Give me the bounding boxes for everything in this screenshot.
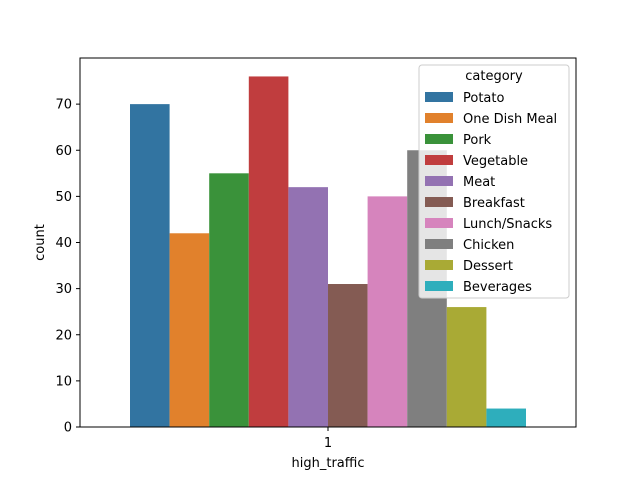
bar-lunch-snacks xyxy=(367,196,408,427)
bar-pork xyxy=(209,173,249,427)
y-tick-label: 20 xyxy=(55,328,72,343)
y-tick-label: 10 xyxy=(55,374,72,389)
y-tick-label: 60 xyxy=(55,144,72,159)
legend-title: category xyxy=(465,69,523,84)
legend-swatch xyxy=(425,155,453,165)
bar-potato xyxy=(130,104,170,427)
bar-vegetable xyxy=(248,76,289,427)
bar-one-dish-meal xyxy=(169,233,210,427)
legend-items: Potato One Dish Meal Pork Vegetable Meat Brea… xyxy=(425,91,557,295)
x-tick-label: 1 xyxy=(324,436,332,451)
x-axis-label: high_traffic xyxy=(292,456,365,471)
legend-swatch xyxy=(425,218,453,228)
legend-label: Chicken xyxy=(463,238,514,253)
legend-label: Beverages xyxy=(463,280,532,295)
legend: category Potato One Dish Meal Pork Vegetabl… xyxy=(418,64,570,299)
bar-beverages xyxy=(486,408,526,427)
legend-box xyxy=(418,64,570,299)
legend-swatch xyxy=(425,260,453,270)
legend-swatch xyxy=(425,197,453,207)
bar-breakfast xyxy=(328,284,368,427)
legend-label: Lunch/Snacks xyxy=(463,217,552,232)
legend-swatch xyxy=(425,134,453,144)
y-axis-ticks: 0 10 20 30 40 50 60 70 xyxy=(55,98,80,436)
y-axis-label: count xyxy=(33,224,48,261)
legend-swatch xyxy=(425,239,453,249)
legend-label: Breakfast xyxy=(463,196,525,211)
legend-label: One Dish Meal xyxy=(463,112,557,127)
legend-swatch xyxy=(425,92,453,102)
y-tick-label: 0 xyxy=(64,421,72,436)
legend-label: Potato xyxy=(463,91,504,106)
legend-swatch xyxy=(425,281,453,291)
legend-label: Dessert xyxy=(463,259,513,274)
y-tick-label: 40 xyxy=(55,236,72,251)
legend-label: Pork xyxy=(463,133,492,148)
legend-label: Vegetable xyxy=(463,154,528,169)
bars-group xyxy=(130,76,526,427)
bar-meat xyxy=(288,187,328,427)
y-tick-label: 30 xyxy=(55,282,72,297)
legend-swatch xyxy=(425,113,453,123)
bar-dessert xyxy=(446,307,487,427)
y-tick-label: 70 xyxy=(55,98,72,113)
legend-swatch xyxy=(425,176,453,186)
x-axis-ticks: 1 xyxy=(324,427,332,451)
y-tick-label: 50 xyxy=(55,190,72,205)
legend-label: Meat xyxy=(463,175,495,190)
